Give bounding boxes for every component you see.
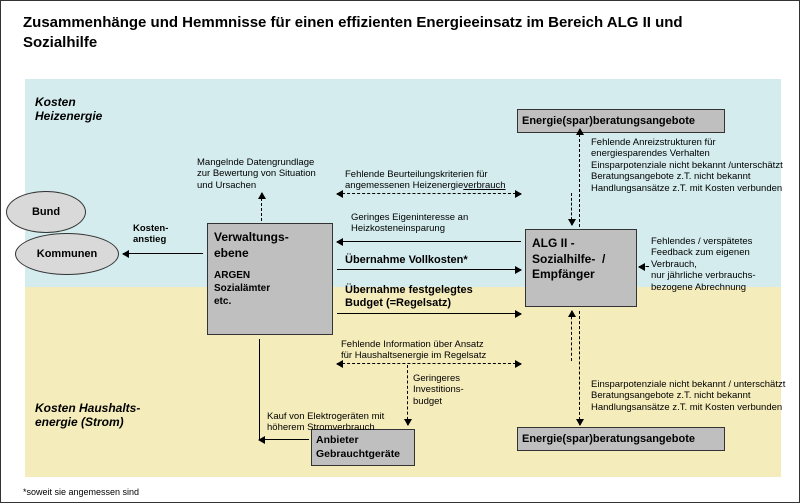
label-vollkosten: Übernahme Vollkosten* (345, 254, 468, 267)
label-einspar-bot: Einsparpotenziale nicht bekannt / unters… (591, 379, 791, 413)
verwaltung-title: Verwaltungs- ebene (214, 230, 326, 261)
page-title: Zusammenhänge und Hemmnisse für einen ef… (23, 13, 743, 52)
arrow-budget (337, 313, 521, 314)
label-eigen: Geringes Eigeninteresse an Heizkostenein… (351, 212, 468, 235)
label-feedback: Fehlendes / verspätetes Feedback zum eig… (651, 236, 791, 293)
verwaltung-sub: ARGEN Sozialämter etc. (214, 269, 326, 308)
arrow-info-v (571, 311, 572, 361)
label-daten: Mangelnde Datengrundlage zur Bewertung v… (197, 157, 316, 191)
arrow-eigen (337, 241, 521, 242)
label-invest: Geringeres Investitions- budget (413, 373, 464, 407)
arrow-invest (407, 365, 408, 425)
label-kosten-anstieg: Kosten- anstieg (133, 223, 168, 246)
label-budget: Übernahme festgelegtes Budget (=Regelsat… (345, 284, 473, 310)
label-anreiz: Fehlende Anreizstrukturen für energiespa… (591, 137, 791, 194)
node-beratung-top: Energie(spar)beratungsangebote (517, 109, 725, 133)
label-kauf: Kauf von Elektrogeräten mit höherem Stro… (267, 411, 384, 434)
footnote: *soweit sie angemessen sind (23, 487, 139, 497)
arrow-beurteilung (337, 193, 521, 194)
arrow-kauf-v (259, 339, 260, 439)
label-info: Fehlende Information über Ansatz für Hau… (341, 339, 486, 362)
arrow-einspar-bot (579, 311, 580, 425)
node-beratung-bot: Energie(spar)beratungsangebote (517, 427, 725, 451)
region-label-top: Kosten Heizenergie (35, 95, 102, 124)
arrow-daten (261, 193, 262, 221)
arrow-feedback (639, 266, 649, 267)
arrow-anreiz (579, 129, 580, 227)
arrow-vollkosten (337, 269, 521, 270)
node-kommunen: Kommunen (15, 233, 119, 275)
node-alg: ALG II - Sozialhilfe- / Empfänger (525, 229, 637, 307)
arrow-kosten (123, 253, 203, 254)
label-beurteilung: Fehlende Beurteilungskriterien für angem… (345, 169, 506, 192)
arrow-kauf (259, 439, 309, 440)
node-bund: Bund (6, 191, 86, 233)
node-verwaltung: Verwaltungs- ebene ARGEN Sozialämter etc… (207, 223, 333, 335)
arrow-info (337, 363, 521, 364)
node-anbieter: Anbieter Gebrauchtgeräte (311, 429, 415, 466)
arrow-beurteilung-v (571, 193, 572, 225)
alg-title: ALG II - Sozialhilfe- / Empfänger (532, 236, 630, 283)
region-label-bot: Kosten Haushalts- energie (Strom) (35, 401, 140, 430)
